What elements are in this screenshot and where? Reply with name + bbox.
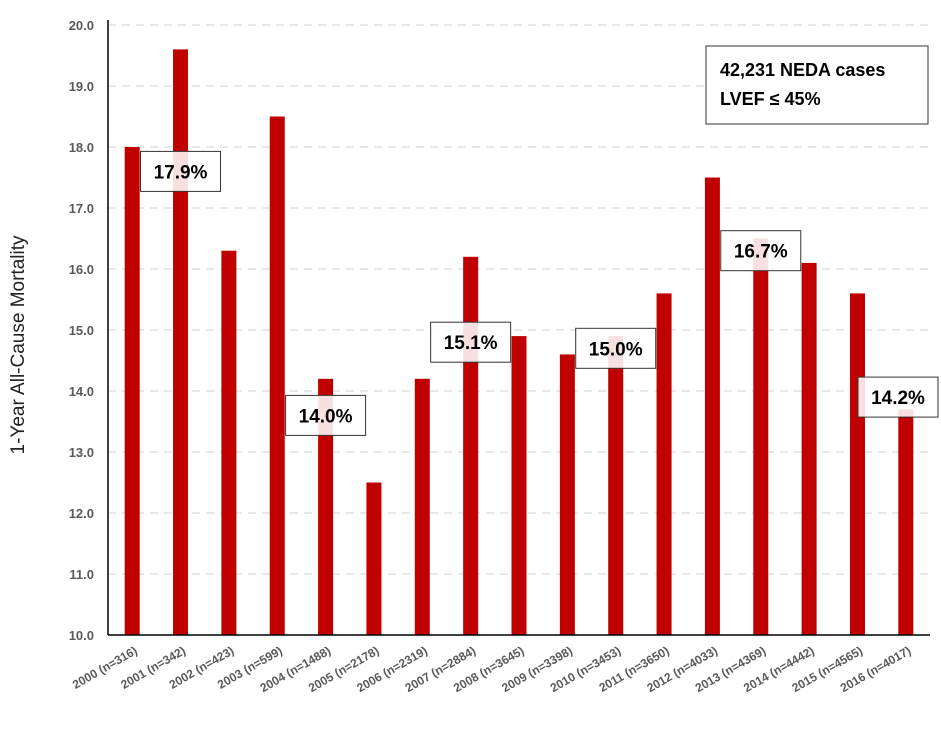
bar bbox=[511, 336, 527, 635]
annotation-box bbox=[285, 394, 367, 436]
annotation-label: 17.9% bbox=[154, 162, 208, 183]
bar bbox=[608, 336, 624, 635]
bar bbox=[898, 409, 914, 635]
bars bbox=[124, 49, 914, 635]
annotation-box bbox=[575, 327, 657, 369]
y-tick-label: 20.0 bbox=[69, 18, 94, 33]
bar bbox=[753, 238, 769, 635]
annotation-box bbox=[140, 150, 222, 192]
y-tick-label: 17.0 bbox=[69, 201, 94, 216]
bar bbox=[318, 378, 334, 635]
annotation-label: 14.0% bbox=[299, 406, 353, 427]
annotation-box bbox=[720, 230, 802, 272]
annotations: 17.9% 14.0% 15.1% 15.0% 16.7% 14.2% bbox=[140, 150, 939, 436]
bar bbox=[366, 482, 382, 635]
annotation-label: 14.2% bbox=[871, 388, 925, 409]
bar bbox=[849, 293, 865, 635]
y-tick-label: 11.0 bbox=[69, 567, 94, 582]
axes bbox=[107, 20, 930, 636]
x-tick-labels: 2000 (n=316)2001 (n=342)2002 (n=423)2003… bbox=[70, 643, 913, 695]
bar bbox=[656, 293, 672, 635]
legend-box: 42,231 NEDA cases LVEF ≤ 45% bbox=[705, 45, 929, 125]
annotation: 15.0% bbox=[575, 327, 657, 369]
annotation: 17.9% bbox=[140, 150, 222, 192]
y-tick-label: 10.0 bbox=[69, 628, 94, 643]
annotation: 14.0% bbox=[285, 394, 367, 436]
annotation-label: 16.7% bbox=[734, 242, 788, 263]
legend-frame bbox=[705, 45, 929, 125]
bar bbox=[463, 256, 479, 635]
y-tick-label: 18.0 bbox=[69, 140, 94, 155]
y-tick-label: 15.0 bbox=[69, 323, 94, 338]
annotation: 15.1% bbox=[430, 321, 512, 363]
bar bbox=[704, 177, 720, 635]
y-tick-label: 12.0 bbox=[69, 506, 94, 521]
legend-line: LVEF ≤ 45% bbox=[720, 89, 821, 109]
y-axis-label: 1-Year All-Cause Mortality bbox=[8, 235, 29, 454]
bar bbox=[414, 378, 430, 635]
annotation-box bbox=[430, 321, 512, 363]
annotation-label: 15.0% bbox=[589, 339, 643, 360]
bar bbox=[559, 354, 575, 635]
bar bbox=[269, 116, 285, 635]
y-tick-label: 16.0 bbox=[69, 262, 94, 277]
y-tick-label: 19.0 bbox=[69, 79, 94, 94]
bar bbox=[801, 262, 817, 635]
bar bbox=[124, 147, 140, 635]
annotation: 14.2% bbox=[857, 376, 939, 418]
bar bbox=[221, 250, 237, 635]
legend-line: 42,231 NEDA cases bbox=[720, 60, 885, 80]
annotation: 16.7% bbox=[720, 230, 802, 272]
y-tick-labels: 10.0 11.0 12.0 13.0 14.0 15.0 16.0 17.0 18.0 19.0… bbox=[69, 18, 94, 643]
y-tick-label: 13.0 bbox=[69, 445, 94, 460]
bar bbox=[173, 49, 189, 635]
annotation-box bbox=[857, 376, 939, 418]
annotation-label: 15.1% bbox=[444, 333, 498, 354]
y-tick-label: 14.0 bbox=[69, 384, 94, 399]
